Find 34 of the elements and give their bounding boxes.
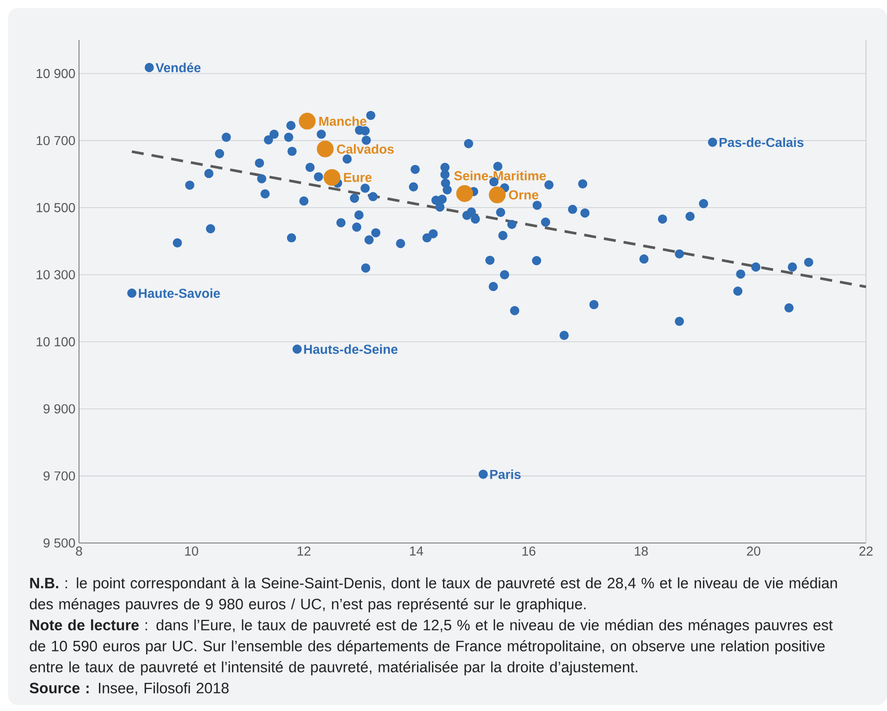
series-label: Pas-de-Calais [720,137,804,148]
x-tick-label: 16 [522,546,536,556]
x-tick-label: 22 [859,546,873,556]
series-label: Calvados [336,144,394,154]
x-tick-label: 14 [410,546,424,556]
series-label: Haute-Savoie [138,288,220,298]
y-tick-label: 10 100 [36,337,75,346]
x-tick-label: 8 [76,546,82,556]
series-label: Eure [344,172,372,182]
text: Source : Insee, Filosofi 2018 [30,682,229,696]
point [478,470,488,479]
x-tick-label: 18 [634,546,648,556]
point [144,62,154,72]
y-tick-label: 9 700 [44,471,75,481]
y-tick-label: 10 500 [36,203,75,212]
x-tick-label: 12 [298,546,310,556]
x-tick-label: 10 [185,546,198,556]
y-tick-label: 10 300 [36,270,75,280]
y-tick-label: 9 900 [44,404,75,414]
y-tick-label: 10 900 [36,68,75,78]
point [292,344,302,354]
series-label: Seine-Maritime [454,170,546,180]
series-label: Orne [508,190,538,200]
series-label: Hauts-de-Seine [304,344,398,354]
point [708,138,718,147]
series-label: Manche [319,116,366,126]
y-tick-label: 10 700 [36,136,75,146]
series-label: Vendée [156,62,201,72]
text: N.B. : le point correspondant à la Seine-Saint-Denis, dont le taux de pauvreté est de 28,4 % et le niveau de vie médian des ménages pauvres de 9 980 euros / UC, n’est pas représenté sur le graphique. [30,577,837,612]
text: Note de lecture : dans l’Eure, le taux de pauvreté est de 12,5 % et le niveau de vie médian des ménages pauvres est de 10 590 euros par UC. Sur l’ensemble des départements de France métropolitaine, on observe une relation positive entre le taux de pauvreté et l’intensité de pauvreté, matérialisée par la droite d’ajustement. [30,619,833,676]
y-tick-label: 9 500 [44,538,75,548]
series-label: Paris [490,469,521,480]
x-tick-label: 20 [747,546,760,556]
point [127,288,136,298]
